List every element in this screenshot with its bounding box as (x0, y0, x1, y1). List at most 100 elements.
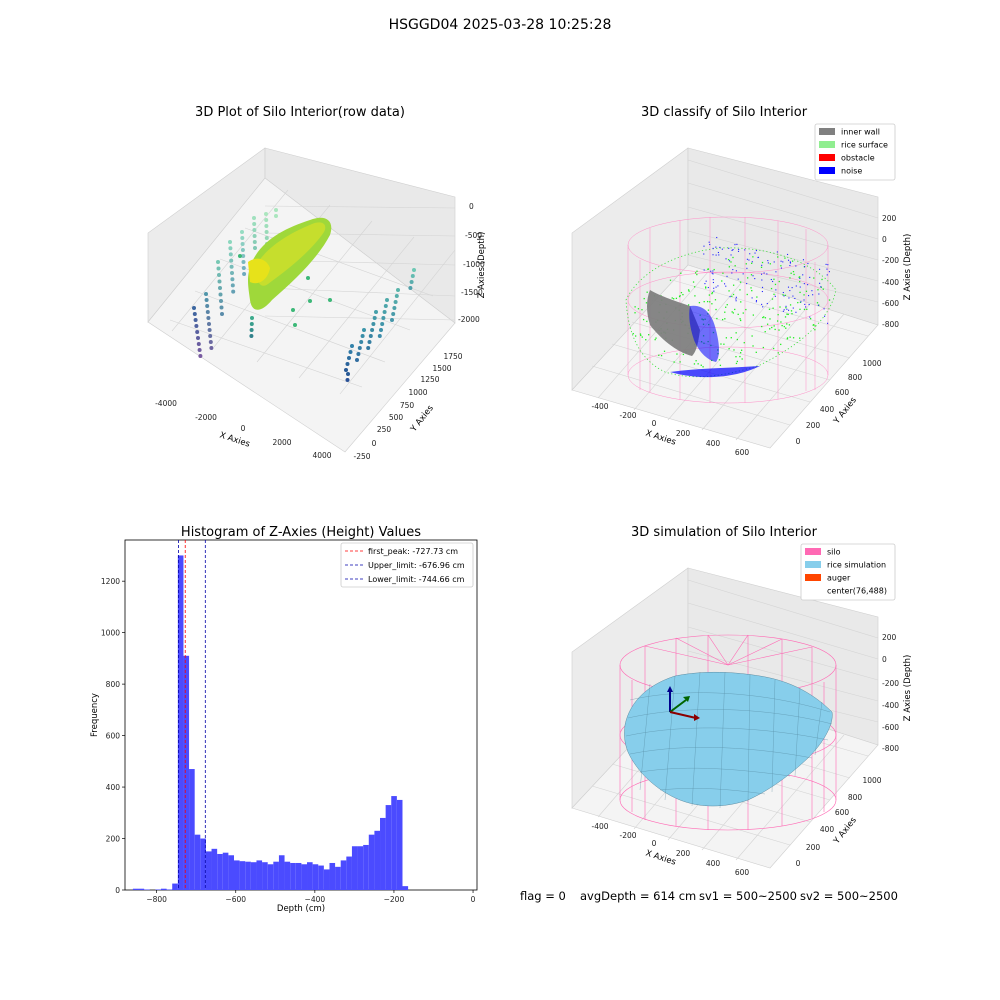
y-tick-label: 1000 (101, 629, 120, 638)
rice-surface-point (696, 270, 698, 272)
rice-surface-point (725, 306, 727, 308)
rice-surface-point (780, 265, 782, 267)
rice-surface-point (728, 290, 730, 292)
noise-point (802, 259, 805, 261)
noise-point (710, 270, 712, 272)
rice-surface-point (769, 328, 771, 330)
noise-point (752, 275, 754, 277)
rice-surface-point (723, 343, 725, 345)
rice-surface-point (634, 335, 637, 337)
noise-point (824, 315, 826, 317)
histogram-bar (250, 862, 257, 890)
panel4-z-label: Z Axies (Depth) (903, 655, 913, 722)
noise-point (719, 246, 721, 248)
legend-inner-wall-swatch (819, 128, 835, 135)
rice-surface-point (782, 294, 784, 296)
tick-label: 800 (848, 793, 863, 802)
rice-surface-point (645, 339, 647, 341)
rice-surface-point (736, 338, 739, 341)
noise-point (725, 258, 727, 260)
rice-surface-point (694, 272, 697, 274)
scatter-point (241, 266, 246, 270)
scatter-point (240, 236, 245, 240)
rice-surface-point (746, 293, 748, 296)
rice-surface-point (741, 358, 743, 360)
panel2-inner-wall-surface (647, 290, 700, 356)
rice-surface-point (711, 292, 713, 295)
noise-point (767, 260, 769, 262)
rice-surface-point (778, 329, 780, 331)
scatter-point (207, 322, 211, 326)
scatter-point (204, 292, 208, 296)
scatter-point (371, 322, 376, 326)
panel4-y-label: Y Axies (831, 815, 859, 847)
rice-surface-point (732, 256, 734, 259)
histogram-bar (346, 856, 352, 890)
rice-surface-point (721, 318, 724, 321)
rice-surface-point (762, 346, 765, 349)
noise-point (737, 278, 739, 280)
rice-surface-point (788, 324, 791, 326)
noise-point (808, 295, 810, 297)
noise-point (742, 273, 744, 275)
noise-point (799, 277, 801, 279)
rice-surface-point (732, 284, 735, 286)
noise-point (712, 273, 714, 275)
rice-surface-point (816, 302, 819, 304)
rice-surface-point (724, 311, 726, 313)
noise-point (734, 244, 736, 246)
noise-point (721, 248, 723, 250)
scatter-point (355, 358, 359, 362)
noise-point (789, 290, 791, 292)
noise-point (823, 308, 825, 310)
histogram-bar (200, 838, 206, 890)
scatter-point (345, 362, 350, 366)
scatter-point (228, 240, 232, 244)
rice-surface-point (715, 308, 717, 311)
rice-surface-point (739, 352, 742, 354)
rice-surface-point (740, 319, 742, 322)
rice-surface-point (641, 336, 643, 338)
scatter-point (293, 323, 297, 327)
noise-point (751, 297, 753, 299)
tick-label: -2000 (458, 315, 480, 324)
scatter-point (241, 260, 246, 264)
rice-surface-point (751, 335, 753, 337)
x-tick-label: 0 (471, 895, 476, 904)
panel4-rice-simulation-surface (624, 672, 833, 807)
scatter-point (192, 306, 196, 310)
noise-point (775, 271, 777, 273)
rice-surface-point (680, 272, 682, 274)
scatter-point (238, 254, 242, 258)
histogram-bar (295, 862, 302, 890)
rice-surface-point (769, 263, 771, 265)
histogram-bar (262, 862, 268, 890)
rice-surface-point (713, 268, 715, 271)
rice-surface-point (658, 354, 660, 356)
rice-surface-point (703, 300, 705, 303)
rice-surface-point (817, 289, 819, 291)
noise-point (788, 297, 790, 299)
rice-surface-point (697, 363, 699, 365)
scatter-point (360, 334, 365, 338)
rice-surface-point (696, 273, 698, 276)
scatter-point (306, 276, 310, 280)
noise-point (715, 246, 717, 248)
rice-surface-point (724, 318, 726, 320)
rice-surface-point (648, 334, 650, 336)
scatter-point (370, 328, 375, 332)
legend-center-label: center(76,488) (827, 587, 887, 596)
rice-surface-point (773, 293, 775, 295)
tick-label: 600 (735, 448, 750, 457)
rice-surface-point (733, 349, 735, 351)
tick-label: 600 (835, 808, 850, 817)
panel-histogram: Histogram of Z-Axies (Height) Values −80… (90, 525, 478, 914)
noise-point (766, 302, 768, 305)
rice-surface-point (687, 289, 690, 291)
histogram-bar (284, 861, 291, 890)
rice-surface-point (778, 280, 780, 283)
scatter-point (350, 344, 354, 348)
scatter-point (385, 298, 389, 302)
scatter-point (196, 336, 200, 340)
